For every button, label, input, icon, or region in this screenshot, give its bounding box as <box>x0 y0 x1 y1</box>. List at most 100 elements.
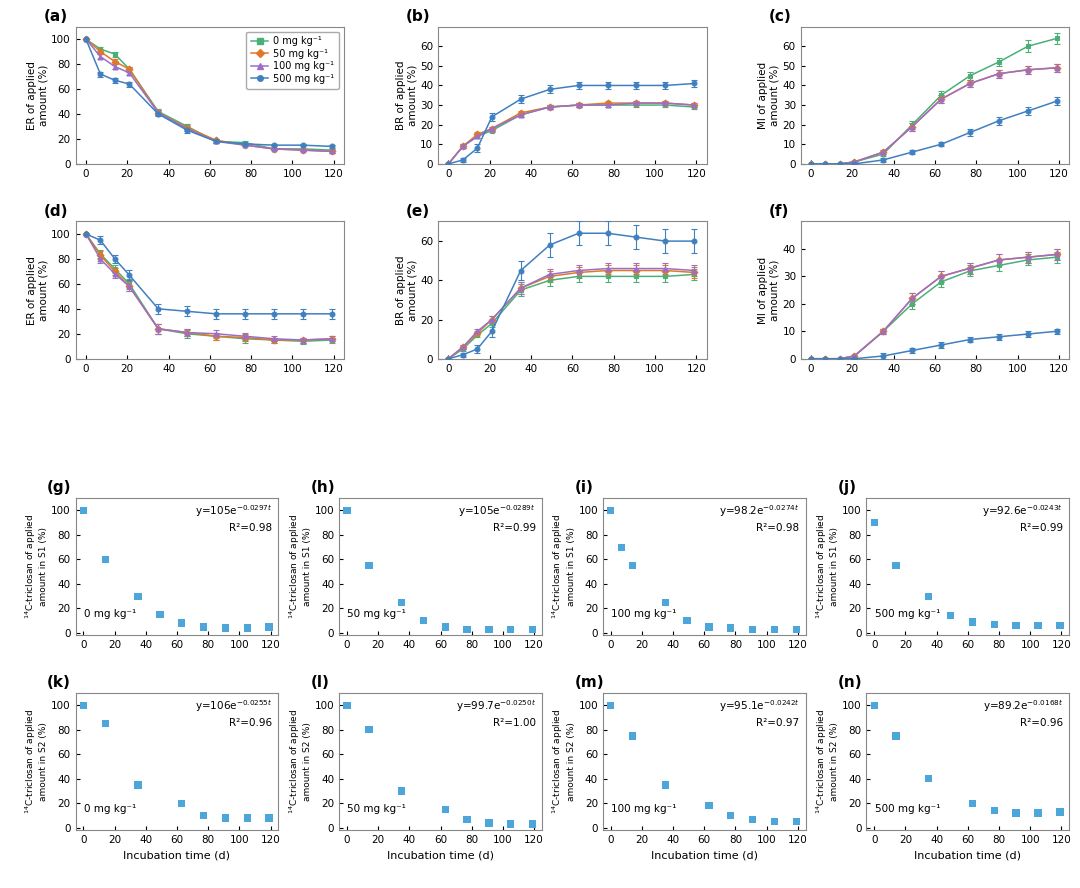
Point <box>217 811 234 825</box>
Point <box>602 698 619 712</box>
Point <box>502 817 519 831</box>
Point <box>657 778 674 792</box>
Text: (e): (e) <box>406 203 430 218</box>
Text: 0 mg kg⁻¹: 0 mg kg⁻¹ <box>84 804 136 813</box>
Text: R²=0.98: R²=0.98 <box>229 523 272 533</box>
Point <box>920 772 937 786</box>
Point <box>393 595 410 609</box>
Point <box>130 589 147 603</box>
Text: y=106e$^{-0.0255t}$: y=106e$^{-0.0255t}$ <box>194 699 272 714</box>
Point <box>986 617 1003 631</box>
Point <box>524 817 541 831</box>
Text: y=92.6e$^{-0.0243t}$: y=92.6e$^{-0.0243t}$ <box>983 503 1063 519</box>
Y-axis label: MI of applied
amount (%): MI of applied amount (%) <box>758 61 780 129</box>
X-axis label: Incubation time (d): Incubation time (d) <box>915 851 1022 860</box>
Point <box>436 620 454 634</box>
Text: (f): (f) <box>769 203 788 218</box>
Y-axis label: $^{14}$C-triclosan of applied
amount in S2 (%): $^{14}$C-triclosan of applied amount in … <box>551 709 576 814</box>
Point <box>239 811 256 825</box>
Y-axis label: BR of applied
amount (%): BR of applied amount (%) <box>395 256 417 325</box>
Point <box>888 559 905 573</box>
Point <box>787 622 805 637</box>
Point <box>459 622 476 637</box>
Point <box>338 698 355 712</box>
Point <box>524 622 541 637</box>
Point <box>1029 619 1047 633</box>
Text: 500 mg kg⁻¹: 500 mg kg⁻¹ <box>875 804 940 813</box>
Y-axis label: $^{14}$C-triclosan of applied
amount in S2 (%): $^{14}$C-triclosan of applied amount in … <box>24 709 49 814</box>
Point <box>723 808 740 822</box>
Point <box>865 698 882 712</box>
Y-axis label: BR of applied
amount (%): BR of applied amount (%) <box>395 60 417 130</box>
Y-axis label: $^{14}$C-triclosan of applied
amount in S1 (%): $^{14}$C-triclosan of applied amount in … <box>551 514 576 620</box>
Text: 100 mg kg⁻¹: 100 mg kg⁻¹ <box>611 804 676 813</box>
Point <box>260 620 278 634</box>
Text: R²=0.99: R²=0.99 <box>492 523 536 533</box>
Text: y=105e$^{-0.0297t}$: y=105e$^{-0.0297t}$ <box>194 503 272 519</box>
Point <box>173 797 190 811</box>
Point <box>481 816 498 830</box>
Point <box>1008 806 1025 821</box>
Text: y=98.2e$^{-0.0274t}$: y=98.2e$^{-0.0274t}$ <box>719 503 799 519</box>
Y-axis label: ER of applied
amount (%): ER of applied amount (%) <box>27 60 49 130</box>
Y-axis label: $^{14}$C-triclosan of applied
amount in S1 (%): $^{14}$C-triclosan of applied amount in … <box>814 514 839 620</box>
Text: (a): (a) <box>43 9 68 24</box>
Text: y=95.1e$^{-0.0242t}$: y=95.1e$^{-0.0242t}$ <box>718 699 799 714</box>
Point <box>986 804 1003 818</box>
Text: y=89.2e$^{-0.0168t}$: y=89.2e$^{-0.0168t}$ <box>983 699 1063 714</box>
Point <box>338 503 355 518</box>
Point <box>1029 806 1047 821</box>
Point <box>194 808 212 822</box>
Text: (d): (d) <box>43 203 68 218</box>
Point <box>963 614 981 629</box>
Text: (m): (m) <box>575 675 604 690</box>
Text: R²=0.97: R²=0.97 <box>756 718 799 728</box>
Text: (i): (i) <box>575 480 593 496</box>
Text: R²=0.98: R²=0.98 <box>756 523 799 533</box>
X-axis label: Incubation time (d): Incubation time (d) <box>387 851 494 860</box>
Point <box>173 616 190 630</box>
Text: R²=0.96: R²=0.96 <box>1020 718 1063 728</box>
Point <box>787 814 805 829</box>
Point <box>1008 619 1025 633</box>
Text: R²=0.99: R²=0.99 <box>1020 523 1063 533</box>
Text: y=99.7e$^{-0.0250t}$: y=99.7e$^{-0.0250t}$ <box>456 699 536 714</box>
Point <box>612 540 630 554</box>
Y-axis label: $^{14}$C-triclosan of applied
amount in S1 (%): $^{14}$C-triclosan of applied amount in … <box>287 514 312 620</box>
Point <box>657 595 674 609</box>
Text: (l): (l) <box>311 675 329 690</box>
Text: R²=1.00: R²=1.00 <box>492 718 536 728</box>
Point <box>865 516 882 530</box>
Text: (c): (c) <box>769 9 792 24</box>
Point <box>624 729 642 743</box>
Point <box>260 811 278 825</box>
Point <box>239 621 256 635</box>
X-axis label: Incubation time (d): Incubation time (d) <box>123 851 230 860</box>
Point <box>624 559 642 573</box>
Text: (b): (b) <box>406 9 431 24</box>
Point <box>1051 805 1068 819</box>
Point <box>459 813 476 827</box>
Point <box>194 620 212 634</box>
Point <box>151 607 168 622</box>
Y-axis label: ER of applied
amount (%): ER of applied amount (%) <box>27 256 49 324</box>
Text: 100 mg kg⁻¹: 100 mg kg⁻¹ <box>611 609 676 619</box>
Point <box>963 797 981 811</box>
Point <box>75 698 92 712</box>
Point <box>502 622 519 637</box>
Text: (j): (j) <box>838 480 858 496</box>
Point <box>723 621 740 635</box>
Text: (k): (k) <box>48 675 71 690</box>
Point <box>130 778 147 792</box>
Point <box>920 589 937 603</box>
Point <box>75 503 92 518</box>
Point <box>888 729 905 743</box>
Y-axis label: $^{14}$C-triclosan of applied
amount in S1 (%): $^{14}$C-triclosan of applied amount in … <box>24 514 49 620</box>
Point <box>700 798 717 813</box>
Text: 500 mg kg⁻¹: 500 mg kg⁻¹ <box>875 609 940 619</box>
Point <box>217 621 234 635</box>
Y-axis label: $^{14}$C-triclosan of applied
amount in S2 (%): $^{14}$C-triclosan of applied amount in … <box>287 709 312 814</box>
Point <box>436 803 454 817</box>
Point <box>393 784 410 798</box>
Text: 50 mg kg⁻¹: 50 mg kg⁻¹ <box>348 804 406 813</box>
